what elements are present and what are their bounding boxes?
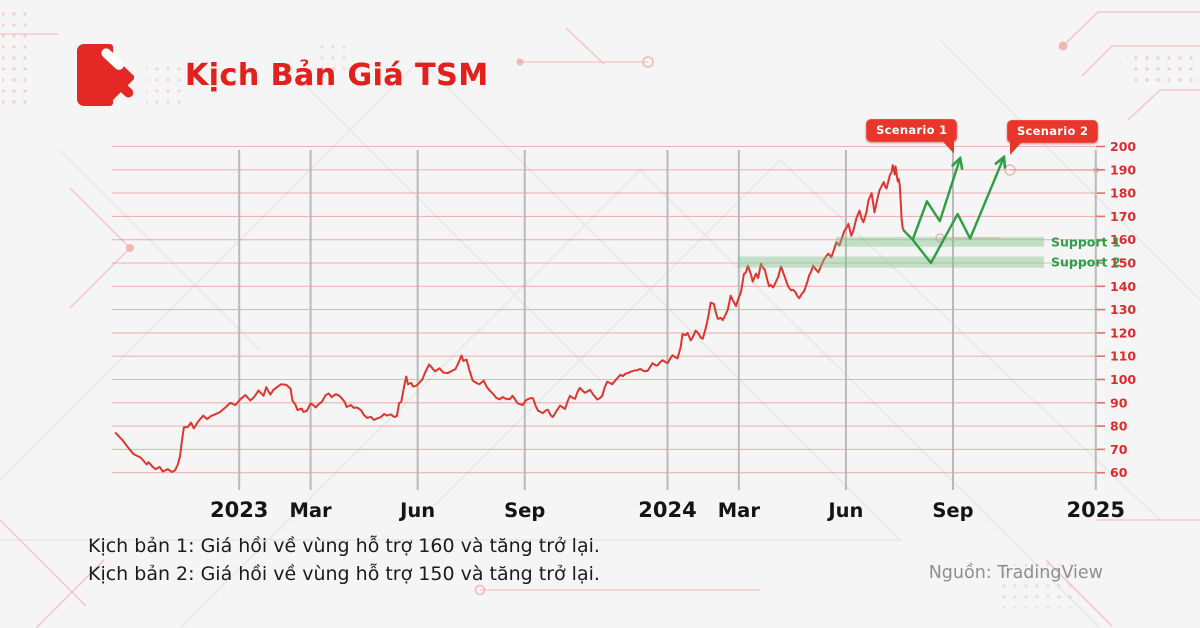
x-tick-label: Jun <box>826 499 863 522</box>
scenario-1-callout: Scenario 1 <box>866 119 958 155</box>
y-tick-label: 200 <box>1110 139 1136 154</box>
y-tick-label: 150 <box>1110 256 1136 271</box>
y-tick-label: 190 <box>1110 162 1136 177</box>
scenario-2-callout-label: Scenario 2 <box>1016 123 1089 138</box>
scenario-2-path <box>911 159 1003 265</box>
support-band-2 <box>737 256 1045 268</box>
y-tick-label: 80 <box>1110 419 1128 434</box>
scenario-captions: Kịch bản 1: Giá hồi về vùng hỗ trợ 160 v… <box>88 536 600 592</box>
x-tick-label: Sep <box>504 499 545 522</box>
y-tick-label: 100 <box>1110 372 1136 387</box>
y-gridlines: 60 70 80 90 100 110 120 130 140 150 160 170 180 190 20… <box>112 139 1136 480</box>
source-attribution: Nguồn: TradingView <box>928 563 1103 583</box>
x-tick-label: 2024 <box>638 498 696 522</box>
brand-logo-icon <box>77 44 134 106</box>
y-tick-label: 110 <box>1110 349 1136 364</box>
x-tick-label: 2023 <box>210 498 268 522</box>
y-tick-label: 160 <box>1110 232 1136 247</box>
support-label-2: Support 2 <box>1051 255 1121 270</box>
scenario-1-caption: Kịch bản 1: Giá hồi về vùng hỗ trợ 160 v… <box>88 535 600 557</box>
page-title: Kịch Bản Giá TSM <box>185 57 489 93</box>
y-tick-label: 60 <box>1110 465 1128 480</box>
x-tick-label: Mar <box>289 499 332 522</box>
price-line <box>114 164 905 473</box>
scenario-1-callout-label: Scenario 1 <box>876 123 948 138</box>
scenario-2-callout: Scenario 2 <box>1006 119 1099 155</box>
y-tick-label: 120 <box>1110 325 1136 340</box>
x-tick-label: Jun <box>398 499 435 522</box>
header: Kịch Bản Giá TSM <box>75 42 489 108</box>
y-tick-label: 180 <box>1110 186 1136 201</box>
y-tick-label: 130 <box>1110 302 1136 317</box>
y-tick-label: 170 <box>1110 209 1136 224</box>
support-zones: Support 1 Support 2 <box>737 234 1121 270</box>
x-tick-label: Mar <box>718 499 761 522</box>
support-label-1: Support 1 <box>1051 234 1121 249</box>
y-tick-label: 140 <box>1110 279 1136 294</box>
scenario-1-path <box>902 161 960 241</box>
x-tick-label: 2025 <box>1067 498 1125 522</box>
y-tick-label: 70 <box>1110 442 1128 457</box>
support-band-1 <box>835 236 1045 247</box>
x-tick-label: Sep <box>932 499 973 522</box>
scenario-2-caption: Kịch bản 2: Giá hồi về vùng hỗ trợ 150 v… <box>88 563 600 585</box>
y-tick-label: 90 <box>1110 395 1128 410</box>
x-gridlines: 2023 Mar Jun Sep 2024 Mar Jun Sep 2025 <box>210 150 1125 522</box>
